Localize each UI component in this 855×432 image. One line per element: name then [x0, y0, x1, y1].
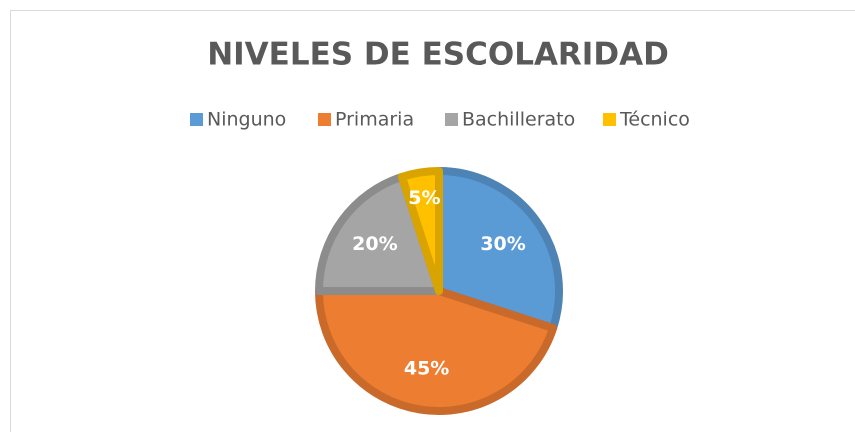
pie-slice — [397, 167, 443, 295]
legend-label: Primaria — [335, 109, 414, 131]
legend-swatch — [603, 113, 616, 126]
data-label: 5% — [408, 187, 440, 209]
legend-label: Ninguno — [207, 109, 286, 131]
data-label: 45% — [404, 358, 449, 380]
legend-swatch — [318, 113, 331, 126]
data-label: 20% — [352, 233, 397, 255]
legend-swatch — [190, 113, 203, 126]
legend-label: Bachillerato — [462, 109, 575, 131]
pie-slice — [315, 287, 558, 415]
legend-label: Técnico — [619, 109, 690, 131]
data-label: 30% — [480, 233, 525, 255]
pie-slice — [435, 167, 563, 333]
chart-title: NIVELES DE ESCOLARIDAD — [207, 37, 669, 73]
legend-swatch — [445, 113, 458, 126]
